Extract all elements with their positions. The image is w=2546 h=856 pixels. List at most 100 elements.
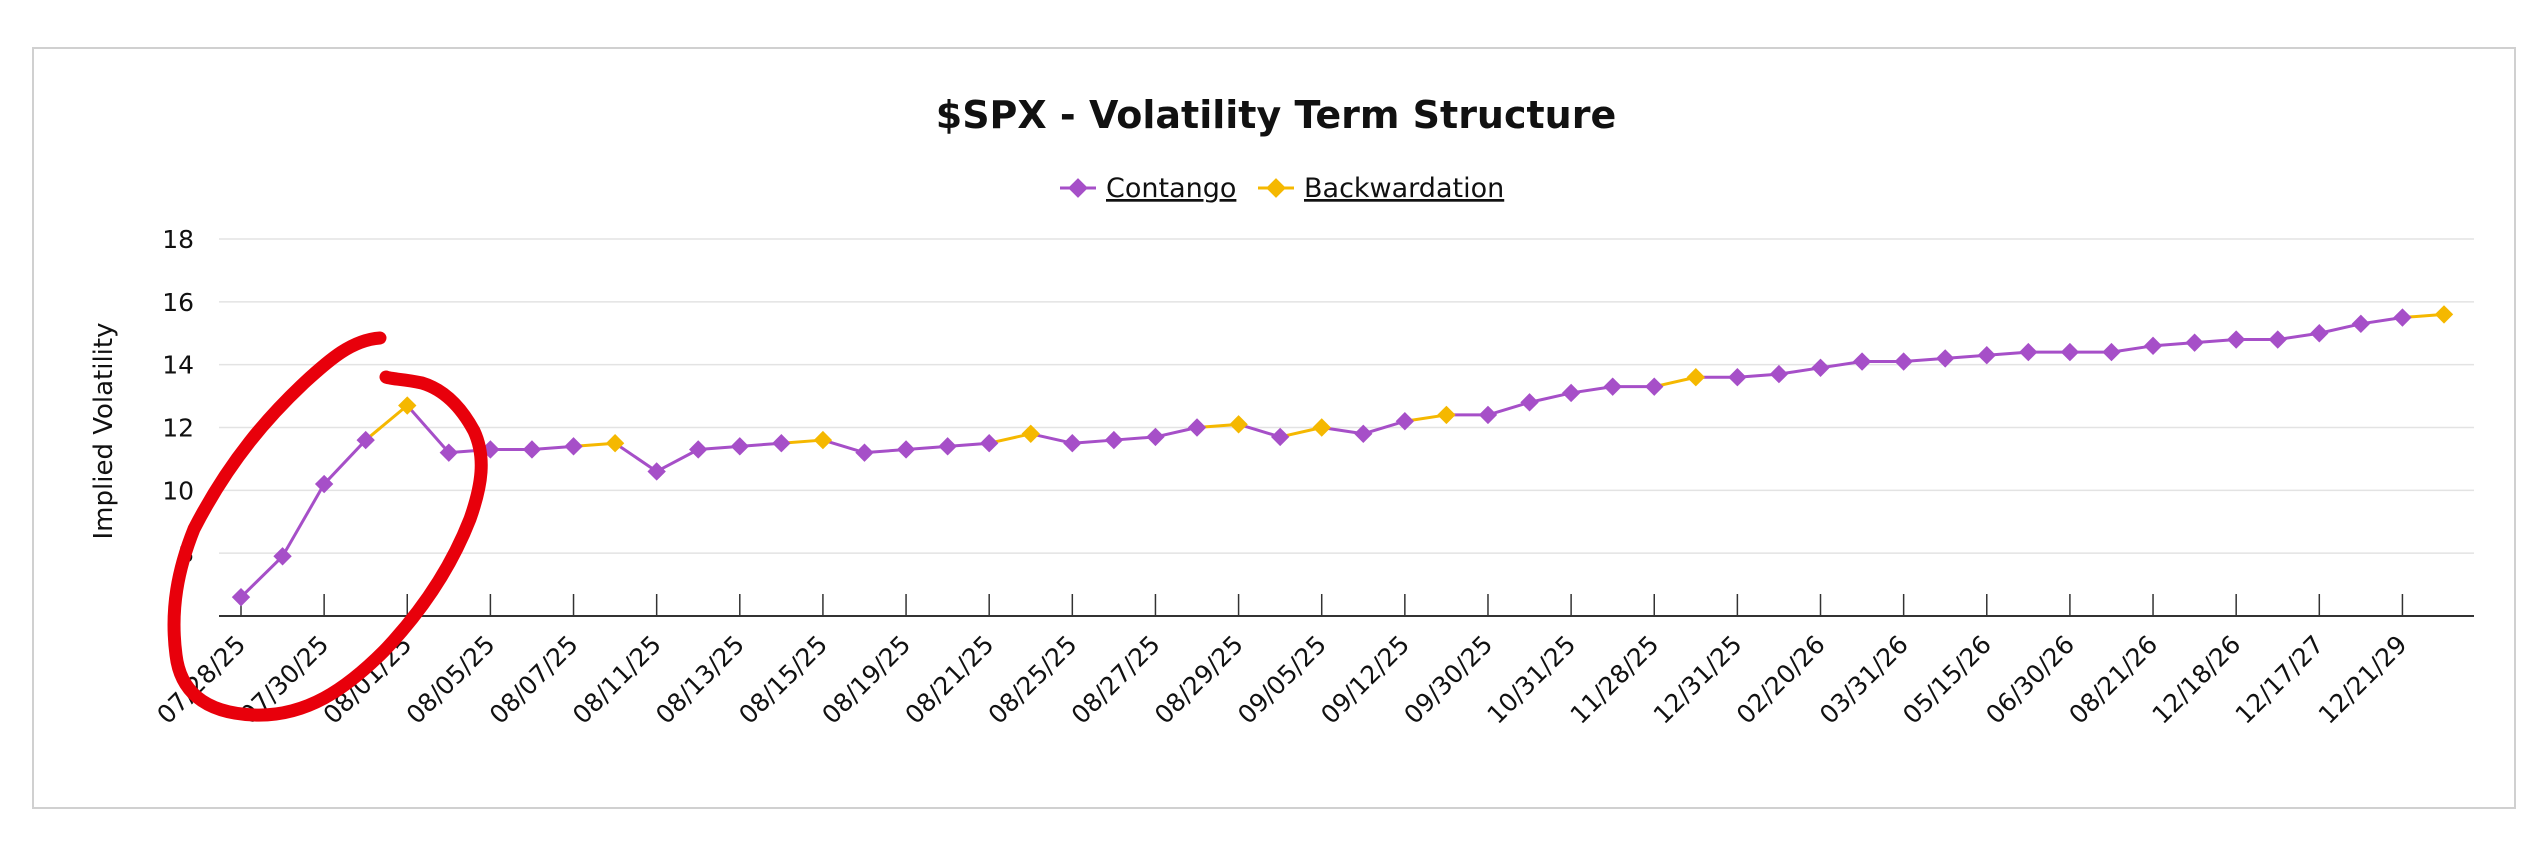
data-point-contango[interactable] xyxy=(439,443,459,462)
series-segment xyxy=(406,404,450,454)
data-point-contango[interactable] xyxy=(2268,330,2287,349)
data-point-contango[interactable] xyxy=(1894,352,1913,371)
data-point-backwardation[interactable] xyxy=(1437,405,1456,425)
data-point-backwardation[interactable] xyxy=(605,434,625,453)
x-tick-label: 08/27/25 xyxy=(1066,630,1166,730)
x-tick-label: 09/12/25 xyxy=(1315,630,1415,730)
data-point-contango[interactable] xyxy=(730,437,749,456)
x-tick-label: 02/20/26 xyxy=(1731,630,1831,730)
legend-backwardation-marker xyxy=(1266,178,1286,198)
x-tick-label: 11/28/25 xyxy=(1565,630,1665,730)
x-tick-label: 03/31/26 xyxy=(1814,630,1914,730)
x-tick-label: 09/05/25 xyxy=(1232,630,1332,730)
legend-item-backwardation[interactable]: Backwardation xyxy=(1258,173,1504,204)
data-point-contango[interactable] xyxy=(1478,405,1498,425)
data-point-contango[interactable] xyxy=(1603,377,1622,396)
data-point-contango[interactable] xyxy=(1270,427,1290,447)
data-point-contango[interactable] xyxy=(2393,308,2412,327)
x-tick-label: 08/05/25 xyxy=(401,630,501,730)
x-tick-label: 12/31/25 xyxy=(1648,630,1748,730)
data-point-backwardation[interactable] xyxy=(813,430,833,450)
x-tick-label: 08/29/25 xyxy=(1149,630,1249,730)
x-tick-label: 08/21/25 xyxy=(900,630,1000,730)
data-point-contango[interactable] xyxy=(314,474,334,494)
x-tick-label: 12/18/26 xyxy=(2147,630,2247,730)
x-tick-label: 12/17/27 xyxy=(2230,630,2330,730)
data-point-contango[interactable] xyxy=(356,430,375,450)
x-tick-label: 08/15/25 xyxy=(733,630,833,730)
data-point-contango[interactable] xyxy=(1146,427,1165,447)
data-point-backwardation[interactable] xyxy=(1229,415,1248,434)
x-axis: 07/28/2507/30/2508/01/2508/05/2508/07/25… xyxy=(151,594,2474,730)
x-tick-label: 08/25/25 xyxy=(983,630,1083,730)
data-point-contango[interactable] xyxy=(2060,342,2080,362)
x-tick-label: 08/13/25 xyxy=(650,630,750,730)
x-tick-label: 08/01/25 xyxy=(318,630,418,730)
legend-item-contango[interactable]: Contango xyxy=(1060,173,1236,204)
data-point-contango[interactable] xyxy=(938,437,957,456)
legend[interactable]: Contango Backwardation xyxy=(1060,173,1504,204)
data-point-contango[interactable] xyxy=(1769,364,1789,384)
data-point-contango[interactable] xyxy=(772,434,791,453)
legend-contango-label[interactable]: Contango xyxy=(1106,173,1236,204)
data-point-contango[interactable] xyxy=(2226,330,2246,349)
data-point-backwardation[interactable] xyxy=(2434,305,2454,324)
data-point-contango[interactable] xyxy=(1187,418,1207,437)
series-segment xyxy=(239,555,284,599)
x-tick-label: 05/15/26 xyxy=(1897,630,1997,730)
data-point-backwardation[interactable] xyxy=(1686,368,1706,387)
y-tick-label: 14 xyxy=(162,351,194,380)
y-tick-label: 12 xyxy=(162,414,194,443)
data-point-contango[interactable] xyxy=(231,587,251,607)
data-point-contango[interactable] xyxy=(1561,383,1581,403)
data-point-contango[interactable] xyxy=(2102,342,2121,362)
data-point-contango[interactable] xyxy=(1354,424,1373,443)
data-point-contango[interactable] xyxy=(1811,358,1830,378)
data-point-contango[interactable] xyxy=(2143,336,2163,356)
y-tick-label: 18 xyxy=(162,225,194,254)
data-point-backwardation[interactable] xyxy=(398,396,417,415)
series-segment xyxy=(364,404,409,442)
data-point-contango[interactable] xyxy=(1395,412,1415,431)
data-point-contango[interactable] xyxy=(689,440,708,459)
data-point-contango[interactable] xyxy=(2351,314,2371,334)
data-point-contango[interactable] xyxy=(522,440,542,459)
gridlines xyxy=(219,238,2474,554)
series-segment xyxy=(323,439,367,486)
chart-title: $SPX - Volatility Term Structure xyxy=(936,93,1617,137)
series-markers xyxy=(231,305,2454,607)
chart-svg: $SPX - Volatility Term Structure Contang… xyxy=(89,93,2474,730)
chart-frame: $SPX - Volatility Term Structure Contang… xyxy=(32,47,2516,809)
legend-backwardation-label[interactable]: Backwardation xyxy=(1304,173,1504,204)
x-tick-label: 08/11/25 xyxy=(567,630,667,730)
data-point-contango[interactable] xyxy=(2310,324,2329,343)
x-tick-label: 08/19/25 xyxy=(816,630,916,730)
data-point-contango[interactable] xyxy=(2019,342,2038,362)
data-point-contango[interactable] xyxy=(564,437,583,456)
data-point-contango[interactable] xyxy=(1645,377,1664,396)
data-point-contango[interactable] xyxy=(1063,434,1082,453)
data-point-contango[interactable] xyxy=(1728,368,1747,387)
data-point-contango[interactable] xyxy=(1520,393,1539,412)
data-point-contango[interactable] xyxy=(979,434,999,453)
series-segment xyxy=(281,483,326,558)
x-tick-label: 12/21/29 xyxy=(2313,630,2413,730)
data-point-contango[interactable] xyxy=(647,462,666,481)
data-point-backwardation[interactable] xyxy=(1312,418,1331,437)
legend-contango-marker xyxy=(1068,178,1088,198)
x-tick-label: 06/30/26 xyxy=(1980,630,2080,730)
y-tick-label: 10 xyxy=(162,476,194,505)
data-point-contango[interactable] xyxy=(1852,352,1872,371)
data-point-contango[interactable] xyxy=(896,440,916,459)
x-tick-label: 08/21/26 xyxy=(2063,630,2163,730)
data-point-contango[interactable] xyxy=(1104,430,1124,450)
data-point-contango[interactable] xyxy=(2185,333,2204,352)
y-tick-label: 16 xyxy=(162,288,194,317)
x-tick-label: 08/07/25 xyxy=(484,630,584,730)
y-axis-title: Implied Volatility xyxy=(89,323,119,540)
data-point-contango[interactable] xyxy=(855,443,874,462)
data-point-contango[interactable] xyxy=(1936,349,1955,368)
annotation-circle xyxy=(167,331,488,722)
data-point-contango[interactable] xyxy=(1977,346,1996,365)
